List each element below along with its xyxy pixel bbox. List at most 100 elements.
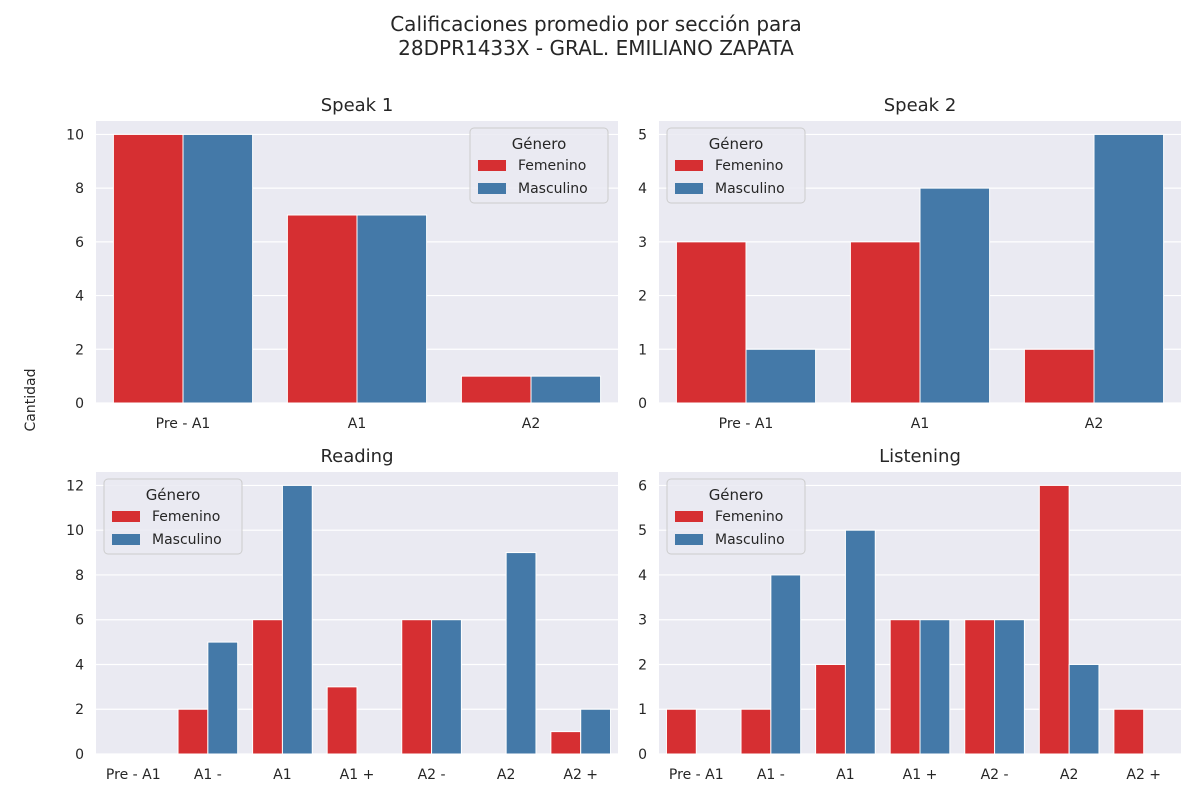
x-tick-label: A2 (497, 767, 515, 783)
chart-panel-reading: 0 2 4 6 8 10 12 Pre - A1 A1 - A1 A1 + A2 - A2 A2 + Rea… (66, 446, 618, 783)
bar-masculino-a2 (530, 375, 602, 404)
legend-swatch-masculino (112, 534, 140, 545)
chart-panel-listening: 0 1 2 3 4 5 6 Pre - A1 A1 - A1 A1 + A2 - A2 A2 + Liste… (638, 446, 1181, 783)
bar-femenino-a2 (550, 731, 582, 755)
legend-swatch-femenino (478, 160, 506, 171)
x-tick-label: A2 + (1126, 767, 1161, 783)
bar-femenino-a1 (177, 708, 209, 755)
legend: Género Femenino Masculino (666, 127, 806, 204)
bar-masculino-a1 (844, 529, 876, 755)
legend-swatch-masculino (675, 183, 703, 194)
legend-label-masculino: Masculino (152, 532, 222, 548)
x-tick-label: A1 - (757, 767, 785, 783)
y-tick-label: 2 (638, 657, 647, 673)
y-tick-label: 1 (638, 342, 647, 358)
y-tick-label: 6 (75, 613, 84, 629)
y-tick-label: 2 (638, 289, 647, 305)
y-tick-label: 4 (638, 568, 647, 584)
y-tick-label: 4 (638, 181, 647, 197)
y-tick-label: 0 (75, 747, 84, 763)
legend-swatch-femenino (112, 511, 140, 522)
bar-femenino-a1 (815, 663, 846, 755)
bar-femenino-pre-a1 (665, 708, 697, 755)
bar-femenino-pre-a1 (675, 241, 747, 404)
bar-masculino-a2 (431, 619, 462, 755)
bar-masculino-a2 (1093, 133, 1165, 404)
y-tick-label: 4 (75, 657, 84, 673)
y-tick-label: 5 (638, 523, 647, 539)
x-tick-label: A2 - (418, 767, 446, 783)
legend-label-masculino: Masculino (715, 181, 785, 197)
x-tick-label: A1 + (903, 767, 938, 783)
subplot-title: Speak 2 (884, 95, 957, 116)
chart-panel-speak-1: 0 2 4 6 8 10 Pre - A1 A1 A2 Speak 1 Género Femenino… (66, 95, 618, 432)
y-tick-label: 3 (638, 235, 647, 251)
bar-femenino-a1 (889, 619, 921, 755)
x-tick-label: A1 (273, 767, 291, 783)
bar-femenino-a1 (849, 241, 921, 404)
legend-title: Género (146, 486, 201, 504)
y-tick-label: 2 (75, 702, 84, 718)
legend-label-femenino: Femenino (152, 509, 220, 525)
legend: Género Femenino Masculino (469, 127, 609, 204)
bar-femenino-a1 (286, 214, 358, 404)
y-tick-label: 2 (75, 342, 84, 358)
legend-swatch-masculino (478, 183, 506, 194)
bar-femenino-a2 (1023, 348, 1095, 404)
bar-masculino-a1 (770, 574, 802, 755)
x-tick-label: A2 (522, 416, 540, 432)
y-tick-label: 10 (66, 127, 84, 143)
legend-label-femenino: Femenino (715, 158, 783, 174)
x-tick-label: A1 (911, 416, 929, 432)
chart-panel-speak-2: 0 1 2 3 4 5 Pre - A1 A1 A2 Speak 2 Género Femenino M… (638, 95, 1181, 432)
y-tick-label: 8 (75, 181, 84, 197)
bar-femenino-a1 (252, 619, 283, 755)
bar-masculino-a2 (1068, 663, 1100, 755)
bar-masculino-a1 (919, 187, 991, 404)
bar-femenino-a1 (740, 708, 772, 755)
x-tick-label: Pre - A1 (669, 767, 724, 783)
bar-femenino-a1 (326, 686, 358, 755)
x-tick-label: Pre - A1 (156, 416, 211, 432)
x-tick-label: A1 + (340, 767, 375, 783)
legend-swatch-masculino (675, 534, 703, 545)
legend: Género Femenino Masculino (103, 478, 243, 555)
bar-masculino-a1 (356, 214, 428, 404)
y-tick-label: 12 (66, 478, 84, 494)
bar-femenino-pre-a1 (112, 133, 184, 404)
y-tick-label: 3 (638, 613, 647, 629)
x-tick-label: A2 + (563, 767, 598, 783)
bar-masculino-a1 (281, 484, 313, 755)
bar-femenino-a2 (964, 619, 996, 755)
bar-femenino-a2 (460, 375, 532, 404)
x-tick-label: A2 (1085, 416, 1103, 432)
subplot-title: Reading (320, 446, 393, 467)
x-tick-label: A1 (836, 767, 854, 783)
bar-masculino-a1 (207, 641, 239, 755)
bar-masculino-pre-a1 (182, 133, 254, 404)
bar-masculino-a1 (919, 619, 951, 755)
y-tick-label: 5 (638, 127, 647, 143)
x-tick-label: A2 - (981, 767, 1009, 783)
legend-title: Género (512, 135, 567, 153)
x-tick-label: Pre - A1 (106, 767, 161, 783)
figure-title: Calificaciones promedio por sección para… (0, 12, 1192, 60)
legend-label-masculino: Masculino (715, 532, 785, 548)
legend-title: Género (709, 135, 764, 153)
y-tick-label: 10 (66, 523, 84, 539)
figure-title-line-2: 28DPR1433X - GRAL. EMILIANO ZAPATA (398, 36, 794, 60)
subplot-title: Listening (879, 446, 961, 467)
y-tick-label: 0 (638, 747, 647, 763)
bar-femenino-a2 (1113, 708, 1145, 755)
x-tick-label: A2 (1060, 767, 1078, 783)
legend: Género Femenino Masculino (666, 478, 806, 555)
y-tick-label: 6 (75, 235, 84, 251)
figure-title-line-1: Calificaciones promedio por sección para (390, 12, 802, 36)
y-tick-label: 8 (75, 568, 84, 584)
y-tick-label: 0 (638, 396, 647, 412)
legend-title: Género (709, 486, 764, 504)
bar-masculino-pre-a1 (745, 348, 817, 404)
y-tick-label: 1 (638, 702, 647, 718)
y-tick-label: 4 (75, 289, 84, 305)
